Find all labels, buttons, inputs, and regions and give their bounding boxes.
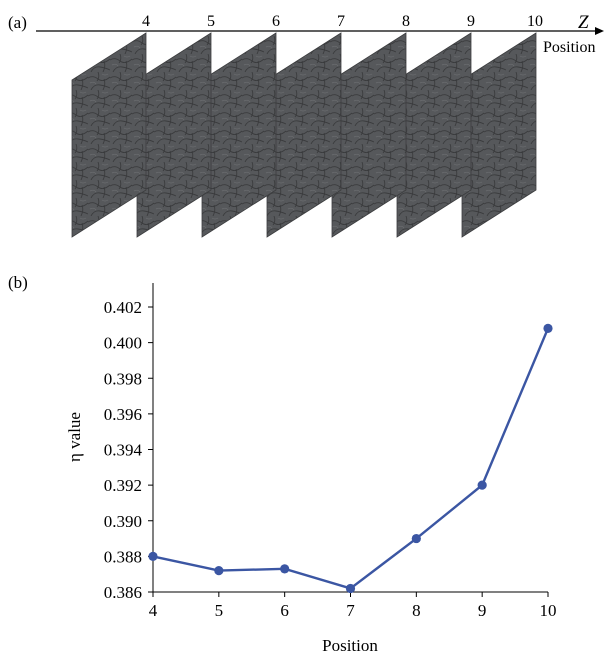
x-tick-labels: 4 5 6 7 8 9 10: [149, 592, 557, 620]
section-slices: [71, 32, 537, 238]
data-point-5: [214, 566, 224, 576]
x-axis-label: Position: [322, 636, 378, 655]
y-tick-label: 0.394: [104, 441, 143, 460]
z-axis-symbol: Z: [578, 12, 589, 33]
position-label-9: 9: [467, 13, 475, 30]
data-point-4: [148, 551, 158, 561]
panel-a: (a) 4 5 6 7 8 9 10 Z Position: [8, 12, 604, 238]
position-label-8: 8: [402, 13, 410, 30]
position-label-10: 10: [527, 13, 543, 30]
panel-b: (b) 0.3860.3880.3900.3920.3940.3960.3980…: [8, 273, 557, 655]
position-labels: 4 5 6 7 8 9 10: [142, 13, 543, 30]
y-tick-label: 0.398: [104, 369, 142, 388]
section-slice-9: [396, 32, 472, 238]
y-tick-label: 0.400: [104, 334, 142, 353]
y-tick-label: 0.392: [104, 476, 142, 495]
plot-area: [148, 323, 553, 594]
section-slice-10: [461, 32, 537, 238]
y-tick-label: 0.396: [104, 405, 142, 424]
data-point-10: [543, 323, 553, 333]
section-slice-5: [136, 32, 212, 238]
x-tick-label: 5: [215, 601, 224, 620]
series-line: [152, 327, 550, 590]
z-axis-label: Position: [543, 39, 595, 56]
x-tick-label: 4: [149, 601, 158, 620]
data-point-7: [345, 583, 356, 594]
data-point-9: [477, 480, 487, 490]
section-slice-6: [201, 32, 277, 238]
x-tick-label: 7: [346, 601, 355, 620]
data-point-6: [280, 564, 290, 574]
position-label-4: 4: [142, 13, 150, 30]
y-tick-label: 0.386: [104, 583, 142, 602]
x-tick-label: 6: [280, 601, 289, 620]
section-slice-8: [331, 32, 407, 238]
data-point-8: [411, 533, 421, 544]
position-label-5: 5: [207, 13, 215, 30]
y-tick-label: 0.388: [104, 547, 142, 566]
x-tick-label: 9: [478, 601, 487, 620]
position-label-6: 6: [272, 13, 280, 30]
y-axis-label: η value: [65, 412, 84, 462]
x-tick-label: 8: [412, 601, 421, 620]
y-tick-label: 0.390: [104, 512, 142, 531]
y-tick-label: 0.402: [104, 298, 142, 317]
section-slice-7: [266, 32, 342, 238]
x-tick-label: 10: [540, 601, 557, 620]
panel-a-label: (a): [8, 13, 27, 32]
z-axis-arrowhead: [595, 27, 604, 35]
y-tick-labels: 0.386 0.388 0.390 0.392 0.394 0.396 0.398 0.400…: [104, 298, 153, 602]
position-label-7: 7: [337, 13, 345, 30]
panel-b-label: (b): [8, 273, 28, 292]
section-slice-4: [71, 32, 147, 238]
